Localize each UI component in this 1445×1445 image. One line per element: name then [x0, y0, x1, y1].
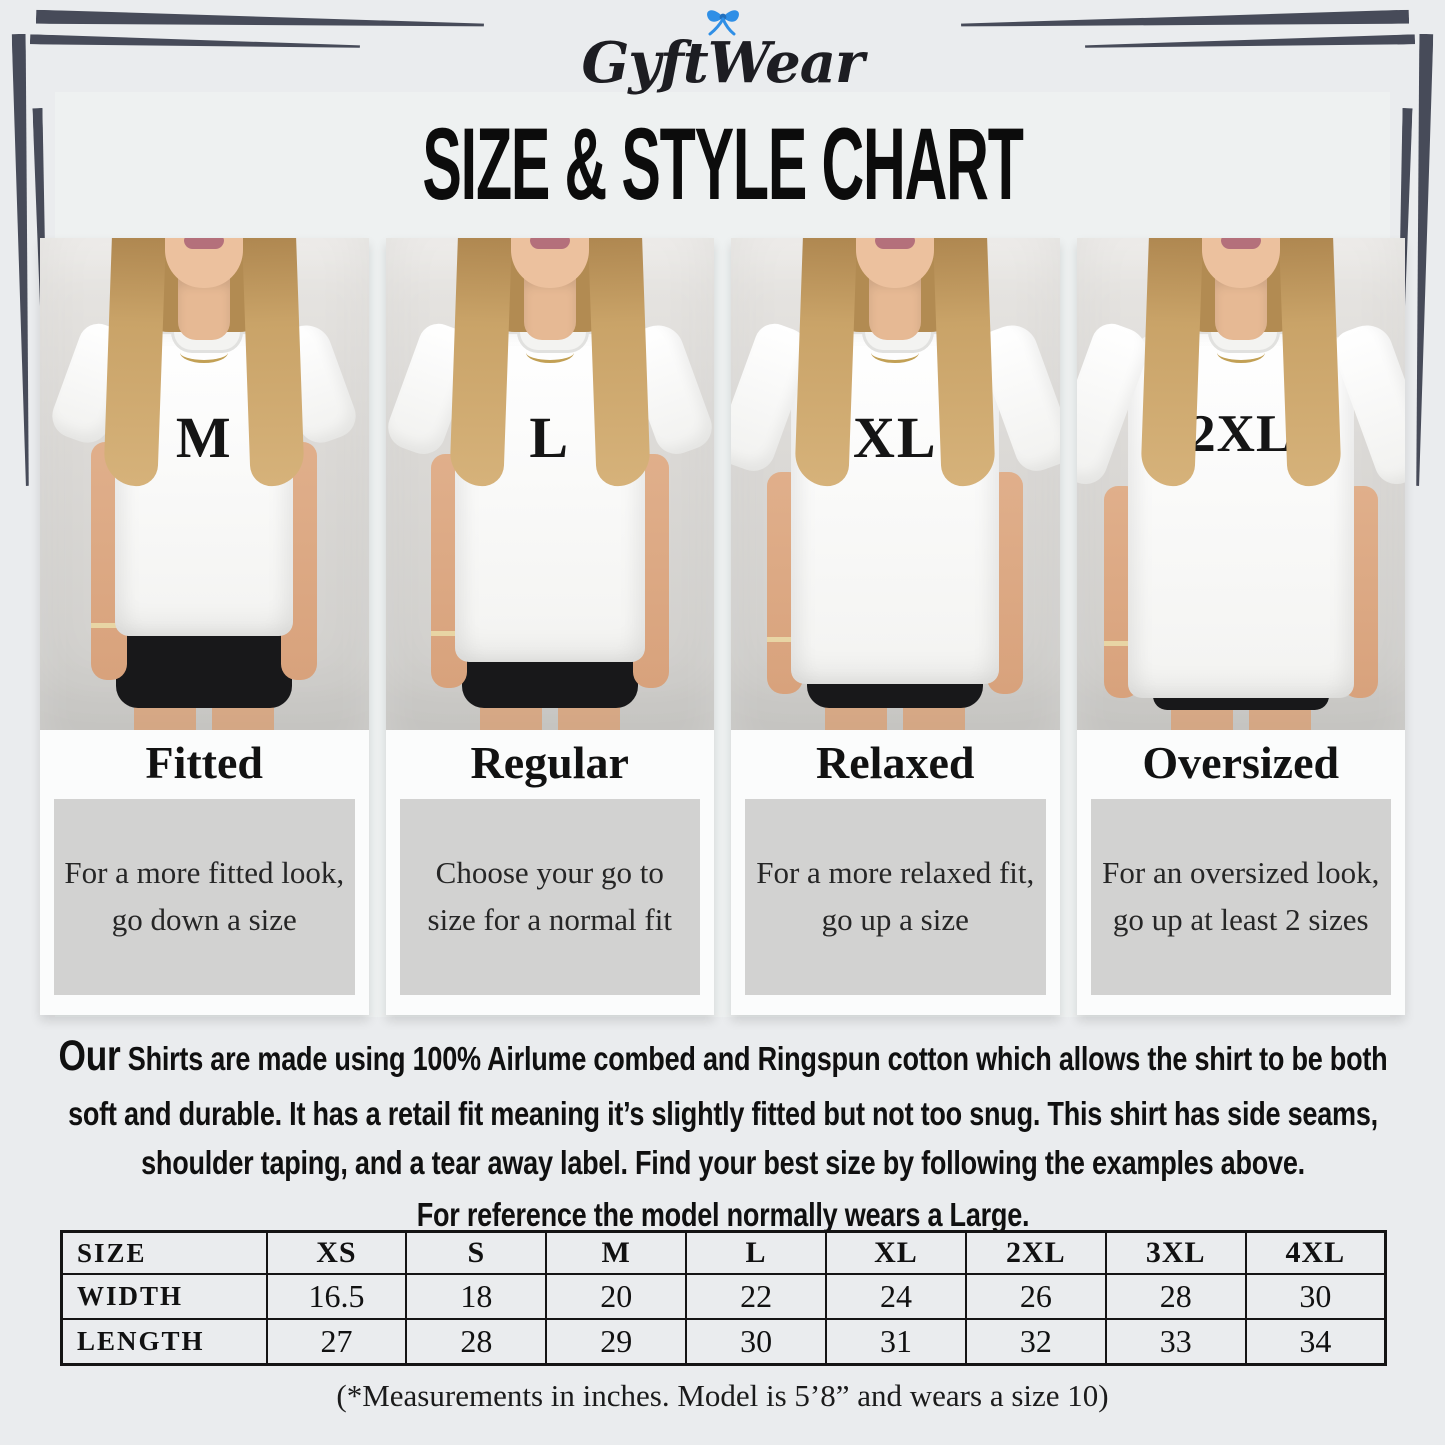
shirt-size-letter: M — [175, 405, 233, 470]
row-label: WIDTH — [60, 1273, 268, 1320]
lips — [1220, 238, 1261, 249]
shirt-size-letter: XL — [852, 405, 938, 470]
fit-column-relaxed: XL Relaxed For a more relaxed fit, go up… — [731, 238, 1060, 1015]
hair-shape — [241, 238, 305, 487]
fit-description-box: Choose your go to size for a normal fit — [399, 798, 700, 995]
lips — [875, 238, 916, 249]
model-photo: XL — [731, 238, 1060, 730]
column-header: M — [545, 1230, 688, 1275]
table-cell: 27 — [265, 1318, 408, 1366]
fit-description-box: For a more relaxed fit, go up a size — [745, 798, 1046, 995]
black-shorts — [461, 656, 638, 708]
necklace — [871, 342, 920, 363]
about-paragraph: Our Shirts are made using 100% Airlume c… — [44, 1024, 1402, 1239]
measurement-footnote: (*Measurements in inches. Model is 5’8” … — [336, 1378, 1109, 1413]
fabric-description: Our Shirts are made using 100% Airlume c… — [58, 1032, 1387, 1181]
model-photo: 2XL — [1076, 238, 1405, 730]
fit-description-text: For a more relaxed fit, go up a size — [756, 855, 1035, 937]
column-header: S — [405, 1230, 548, 1275]
fit-style-heading: Regular — [470, 737, 629, 788]
column-header: 3XL — [1104, 1230, 1247, 1275]
hair-shape — [1140, 238, 1204, 487]
fit-column-fitted: M Fitted For a more fitted look, go down… — [40, 238, 369, 1015]
brand-name: GyftWear — [581, 30, 864, 96]
table-cell: 33 — [1104, 1318, 1247, 1366]
table-cell: 26 — [964, 1273, 1107, 1320]
row-label: LENGTH — [60, 1318, 268, 1366]
model-photo: M — [40, 238, 369, 730]
shirt-size-letter: 2XL — [1189, 405, 1293, 463]
fit-description-text: For a more fitted look, go down a size — [64, 855, 345, 937]
fit-column-regular: L Regular Choose your go to size for a n… — [385, 238, 714, 1015]
table-cell: 22 — [685, 1273, 827, 1320]
table-cell: 30 — [1244, 1273, 1387, 1320]
lips — [184, 238, 225, 249]
shirt-size-letter: L — [529, 405, 571, 470]
table-cell: 30 — [685, 1318, 827, 1366]
table-cell: 24 — [825, 1273, 967, 1320]
fit-description-text: For an oversized look, go up at least 2 … — [1102, 855, 1380, 937]
column-header: L — [685, 1230, 827, 1275]
column-header: 4XL — [1244, 1230, 1387, 1275]
hair-shape — [587, 238, 651, 487]
fit-column-oversized: 2XL Oversized For an oversized look, go … — [1076, 238, 1405, 1015]
brand-logo: GyftWear — [0, 4, 1445, 96]
necklace — [180, 342, 229, 363]
fit-style-heading: Oversized — [1142, 737, 1340, 788]
hair-shape — [449, 238, 513, 487]
table-cell: 31 — [825, 1318, 967, 1366]
fit-description-box: For an oversized look, go up at least 2 … — [1090, 798, 1391, 995]
size-measurement-table: SIZE XS S M L XL 2XL 3XL 4XL WIDTH 16.5 … — [60, 1230, 1387, 1366]
table-row-width: WIDTH 16.5 18 20 22 24 26 28 30 — [60, 1273, 1387, 1320]
table-cell: 18 — [405, 1273, 548, 1320]
table-cell: 29 — [545, 1318, 688, 1366]
page-title: SIZE & STYLE CHART — [422, 107, 1023, 221]
decoration-line — [1411, 34, 1434, 486]
column-header: 2XL — [964, 1230, 1107, 1275]
decoration-line — [12, 34, 35, 486]
necklace — [525, 342, 574, 363]
table-header-row: SIZE XS S M L XL 2XL 3XL 4XL — [60, 1230, 1387, 1275]
table-cell: 20 — [545, 1273, 688, 1320]
table-row-length: LENGTH 27 28 29 30 31 32 33 34 — [60, 1318, 1387, 1366]
black-shorts — [116, 630, 293, 708]
model-reference-note: For reference the model normally wears a… — [416, 1195, 1029, 1233]
hair-shape — [1278, 238, 1342, 487]
hair-shape — [932, 238, 996, 487]
lips — [529, 238, 570, 249]
fit-description-box: For a more fitted look, go down a size — [54, 798, 355, 995]
hair-shape — [103, 238, 167, 487]
lead-word: Our — [58, 1032, 121, 1080]
column-header: SIZE — [60, 1230, 268, 1275]
table-cell: 16.5 — [265, 1273, 408, 1320]
model-photo: L — [385, 238, 714, 730]
column-header: XL — [825, 1230, 967, 1275]
column-header: XS — [265, 1230, 408, 1275]
table-cell: 28 — [1104, 1273, 1247, 1320]
fit-description-text: Choose your go to size for a normal fit — [427, 855, 672, 937]
ribbon-bow-icon — [706, 10, 739, 36]
fit-style-heading: Relaxed — [816, 737, 975, 788]
fit-columns: M Fitted For a more fitted look, go down… — [40, 238, 1405, 1015]
table-cell: 28 — [405, 1318, 548, 1366]
hair-shape — [794, 238, 858, 487]
table-cell: 34 — [1244, 1318, 1387, 1366]
necklace — [1216, 342, 1265, 363]
fit-style-heading: Fitted — [145, 737, 263, 788]
table-cell: 32 — [964, 1318, 1107, 1366]
